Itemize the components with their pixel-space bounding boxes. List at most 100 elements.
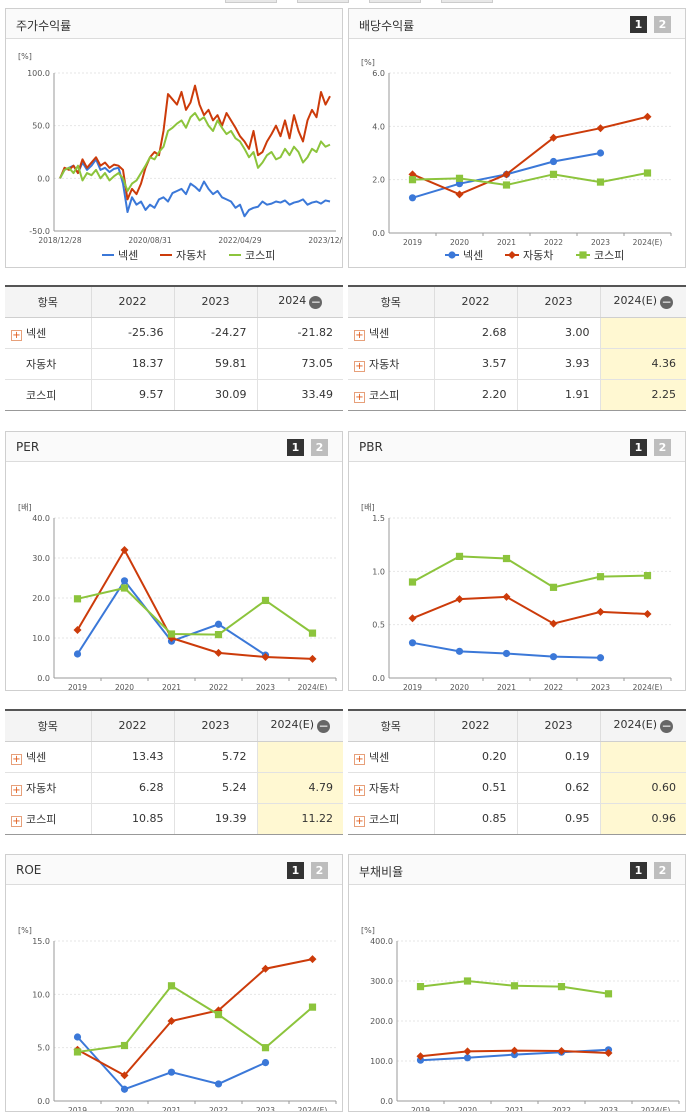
collapse-minus-icon[interactable]: − [309,295,323,310]
data-point [261,1044,270,1052]
expand-plus-icon[interactable]: + [11,329,22,341]
data-point [214,1011,223,1019]
expand-plus-icon[interactable]: + [11,753,22,765]
column-header-item: 항목 [348,711,434,742]
legend-item: 코스피 [229,249,275,262]
y-tick-label: 0.0 [37,1097,50,1106]
column-header: 2024(E) − [599,711,686,742]
page-1-button[interactable]: 1 [287,439,304,456]
column-header: 2024(E) − [599,287,686,318]
data-point [308,955,317,964]
page-1-button[interactable]: 1 [630,439,647,456]
data-point [120,1085,129,1093]
x-tick-label: 2024(E) [641,1106,671,1111]
expand-plus-icon[interactable]: + [11,784,22,796]
table-cell: 2.20 [433,379,517,410]
panel-header: ROE 1 2 [6,855,342,885]
series-line-kospi [59,112,331,192]
expand-plus-icon[interactable]: + [354,329,365,341]
column-header: 2022 [433,711,517,742]
row-label[interactable]: + 넥센 [348,741,434,773]
row-label[interactable]: + 넥센 [5,317,91,349]
series-auto [73,955,317,1080]
series-kospi [408,552,652,591]
data-point [596,607,605,616]
y-tick-label: 100.0 [370,1057,393,1066]
table-cell: 30.09 [173,379,257,410]
expand-plus-icon[interactable]: + [11,815,22,827]
data-point [261,964,270,973]
expand-plus-icon[interactable]: + [354,815,365,827]
data-point [549,157,558,166]
series-auto [416,1046,613,1061]
collapse-minus-icon[interactable]: − [317,719,331,734]
table-cell: 0.20 [433,741,517,773]
expand-plus-icon[interactable]: + [354,784,365,796]
page-2-button[interactable]: 2 [654,439,671,456]
series-nexen [73,1033,270,1093]
table-cell: 0.95 [516,803,600,834]
page-2-button[interactable]: 2 [311,862,328,879]
data-point [557,983,566,991]
data-point [549,133,558,142]
expand-plus-icon[interactable]: + [354,360,365,372]
page-2-button[interactable]: 2 [654,16,671,33]
row-label[interactable]: + 자동차 [348,348,434,380]
top-tab[interactable] [225,0,277,3]
x-tick-label: 2023 [256,1106,275,1111]
pbr-panel: PBR 1 2 [배] 1.5 1.0 0.5 0.0 2019 2020 2021 2022 2… [348,431,686,710]
expand-plus-icon[interactable]: + [354,753,365,765]
page-1-button[interactable]: 1 [630,862,647,879]
table-cell [599,741,686,773]
table-row: + 넥센 -25.36 -24.27 -21.82 [5,317,343,349]
page-1-button[interactable]: 1 [287,862,304,879]
x-tick-label: 2021 [497,238,516,247]
series-kospi [408,169,652,189]
row-label[interactable]: + 코스피 [11,812,57,827]
data-point [455,190,464,199]
top-tab[interactable] [441,0,493,3]
table-cell: 33.49 [256,379,343,410]
x-tick-label: 2024(E) [633,238,663,247]
x-tick-label: 2021 [497,683,516,690]
x-tick-label: 2022 [209,1106,228,1111]
page-2-button[interactable]: 2 [311,439,328,456]
table-cell: 19.39 [173,803,257,834]
x-tick-label: 2019 [68,1106,87,1111]
data-point [643,112,652,121]
series-line [412,115,648,196]
data-point [261,653,270,662]
expand-plus-icon[interactable]: + [354,391,365,403]
data-point [408,614,417,623]
per-panel: PER 1 2 [배] 40.0 30.0 20.0 10.0 0.0 2019 2020 20… [5,431,343,710]
column-header-item: 항목 [5,711,91,742]
collapse-minus-icon[interactable]: − [660,295,674,310]
dividend-chart: [%] 6.0 4.0 2.0 0.0 2019 2020 2021 2022 2023 2024(… [361,58,672,262]
table-cell: 0.62 [516,772,600,804]
top-tab[interactable] [297,0,349,3]
collapse-minus-icon[interactable]: − [660,719,674,734]
x-tick-label: 2020 [450,683,469,690]
row-label[interactable]: + 코스피 [354,388,400,403]
panel-title: 주가수익률 [16,19,72,33]
row-label[interactable]: + 자동차 [348,772,434,804]
page-1-button[interactable]: 1 [630,16,647,33]
x-tick-label: 2023 [599,1106,618,1111]
x-tick-label: 2023/12/28 [308,236,342,245]
row-label[interactable]: + 넥센 [5,741,91,773]
y-tick-label: 100.0 [27,69,50,78]
series-auto [408,592,652,628]
data-point [120,1041,129,1050]
page-2-button[interactable]: 2 [654,862,671,879]
table-cell: 4.79 [256,772,343,804]
data-point [448,251,456,259]
series-line [77,984,314,1053]
roe-chart: [%]15.0 10.0 5.0 0.0 2019 2020 2021 2022 2023 202… [18,926,337,1115]
row-label[interactable]: + 넥센 [348,317,434,349]
row-label[interactable]: + 코스피 [354,812,400,827]
data-point [73,1033,82,1041]
data-point [120,584,129,592]
table-row: + 넥센 2.68 3.00 [348,317,686,349]
row-label[interactable]: + 자동차 [5,772,91,804]
top-tab[interactable] [369,0,421,3]
